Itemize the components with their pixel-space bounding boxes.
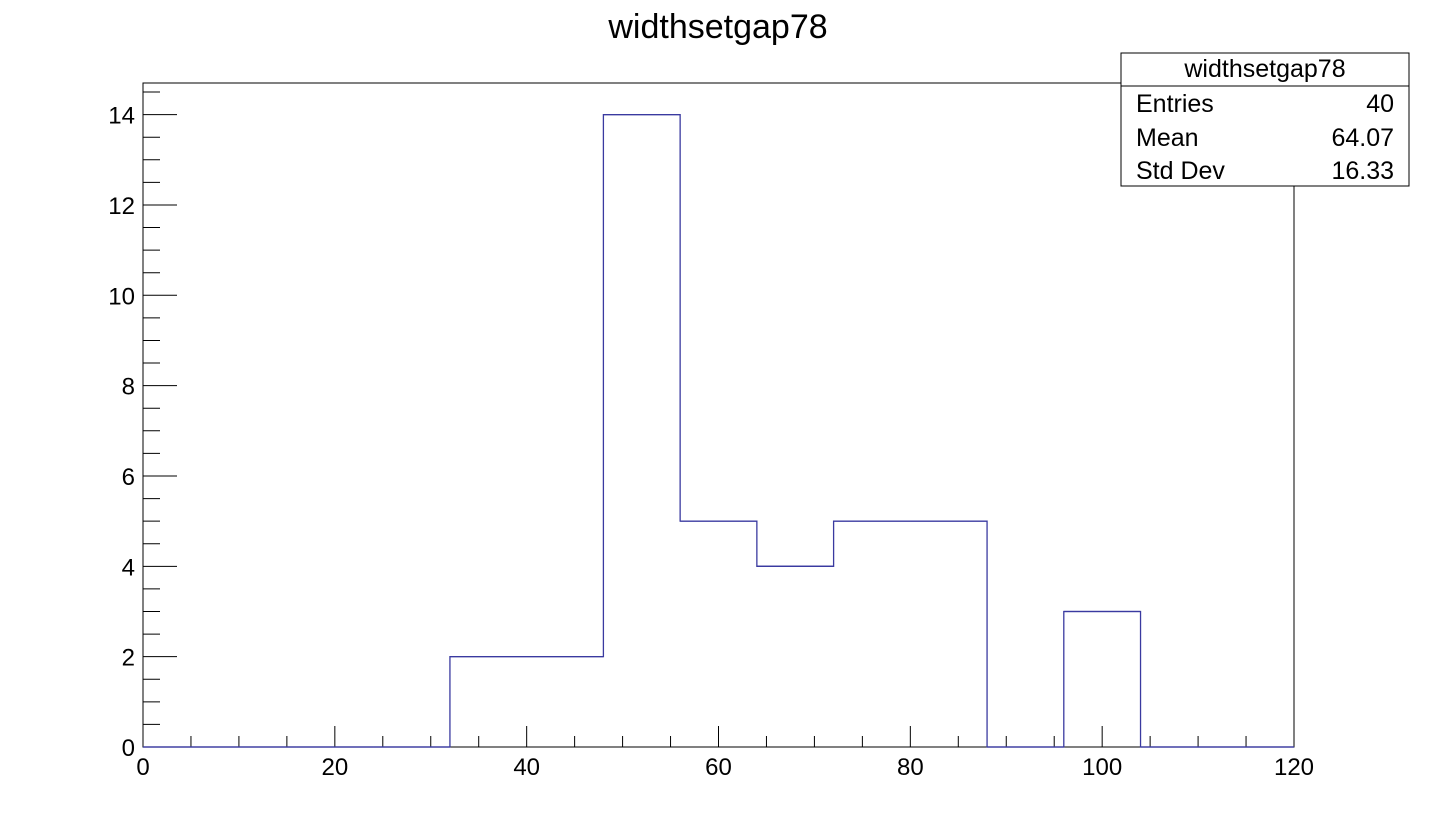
x-tick-label: 80 [897, 754, 924, 781]
stats-stddev-value: 16.33 [1331, 157, 1394, 185]
stats-entries-value: 40 [1366, 90, 1394, 118]
stats-box-title: widthsetgap78 [1183, 55, 1345, 83]
y-tick-label: 12 [108, 193, 135, 220]
x-tick-label: 60 [705, 754, 732, 781]
x-tick-label: 100 [1082, 754, 1122, 781]
y-tick-label: 10 [108, 283, 135, 310]
y-axis: 0 2 4 6 8 10 12 14 [108, 91, 177, 762]
x-tick-label: 120 [1274, 754, 1314, 781]
x-tick-label: 20 [321, 754, 348, 781]
stats-box: widthsetgap78 Entries 40 Mean 64.07 Std … [1120, 52, 1410, 187]
stats-box-frame [1120, 52, 1410, 187]
x-tick-label: 40 [513, 754, 540, 781]
x-axis: 0 20 40 60 80 100 120 [136, 726, 1314, 781]
histogram-bars [143, 113, 1294, 748]
stats-entries-label: Entries [1136, 90, 1214, 118]
y-tick-label: 0 [122, 735, 135, 762]
histogram-outline [143, 113, 1294, 748]
stats-mean-label: Mean [1136, 124, 1199, 152]
chart-title: widthsetgap78 [607, 8, 827, 46]
x-tick-label: 0 [136, 754, 149, 781]
y-tick-label: 8 [122, 374, 135, 401]
y-tick-label: 4 [122, 554, 135, 581]
y-tick-label: 6 [122, 464, 135, 491]
stats-mean-value: 64.07 [1331, 124, 1394, 152]
stats-stddev-label: Std Dev [1136, 157, 1225, 185]
y-tick-label: 14 [108, 103, 135, 130]
y-tick-label: 2 [122, 645, 135, 672]
